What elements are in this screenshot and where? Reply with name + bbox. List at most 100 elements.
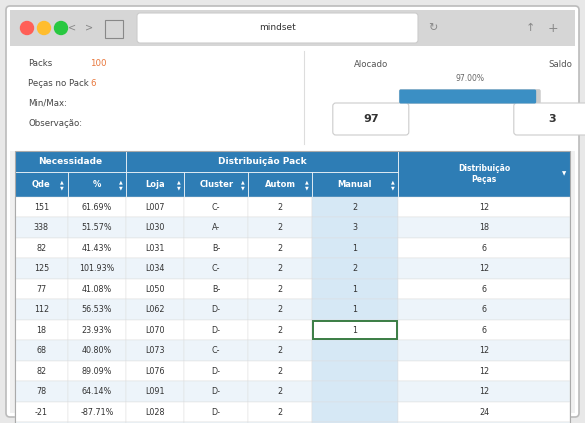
Bar: [184, 299, 248, 320]
Text: 112: 112: [34, 305, 49, 314]
Bar: [15, 197, 68, 217]
Text: D-: D-: [212, 408, 221, 417]
Bar: [184, 361, 248, 382]
Text: ↑: ↑: [525, 23, 535, 33]
Bar: [126, 151, 398, 173]
Text: L070: L070: [146, 326, 165, 335]
Bar: [248, 197, 312, 217]
Bar: [126, 341, 184, 361]
Bar: [15, 382, 68, 402]
Text: 3: 3: [352, 223, 357, 232]
Bar: [184, 197, 248, 217]
Text: ▼: ▼: [562, 171, 566, 176]
Text: 2: 2: [352, 264, 357, 273]
Text: L030: L030: [146, 223, 165, 232]
FancyBboxPatch shape: [400, 90, 536, 104]
Bar: [312, 197, 398, 217]
Bar: [68, 258, 126, 279]
Text: 24: 24: [479, 408, 489, 417]
FancyBboxPatch shape: [6, 6, 579, 417]
Text: 2: 2: [277, 244, 283, 253]
Text: L007: L007: [146, 203, 165, 212]
Bar: [312, 173, 398, 197]
Bar: [105, 20, 123, 38]
Text: >: >: [85, 23, 93, 33]
Text: A-: A-: [212, 223, 221, 232]
Bar: [248, 173, 312, 197]
Bar: [184, 382, 248, 402]
Bar: [68, 299, 126, 320]
Bar: [313, 321, 397, 340]
Bar: [248, 320, 312, 341]
Text: L031: L031: [146, 244, 165, 253]
Bar: [398, 197, 570, 217]
Bar: [184, 217, 248, 238]
Bar: [248, 299, 312, 320]
FancyBboxPatch shape: [400, 90, 541, 104]
Text: %: %: [92, 180, 101, 189]
Bar: [248, 258, 312, 279]
Text: 6: 6: [90, 79, 95, 88]
Text: 12: 12: [479, 264, 489, 273]
Bar: [398, 402, 570, 423]
Bar: [126, 402, 184, 423]
Text: -87.71%: -87.71%: [80, 408, 113, 417]
Text: 2: 2: [352, 203, 357, 212]
Bar: [398, 361, 570, 382]
Text: 64.14%: 64.14%: [82, 387, 112, 396]
Text: 6: 6: [481, 326, 487, 335]
Text: 125: 125: [34, 264, 49, 273]
Text: ▲: ▲: [60, 179, 64, 184]
Bar: [15, 361, 68, 382]
Text: 89.09%: 89.09%: [82, 367, 112, 376]
Bar: [15, 217, 68, 238]
Text: 82: 82: [36, 367, 46, 376]
Bar: [15, 402, 68, 423]
Text: 1: 1: [352, 244, 357, 253]
Text: 6: 6: [481, 285, 487, 294]
Bar: [68, 361, 126, 382]
Bar: [68, 217, 126, 238]
Text: C-: C-: [212, 346, 221, 355]
Text: Loja: Loja: [145, 180, 165, 189]
Bar: [15, 173, 68, 197]
Text: 1: 1: [352, 326, 357, 335]
Text: Peças no Pack: Peças no Pack: [28, 79, 89, 88]
Text: -21: -21: [35, 408, 48, 417]
Bar: [126, 217, 184, 238]
Text: 97: 97: [363, 114, 378, 124]
Bar: [312, 341, 398, 361]
Text: <: <: [68, 23, 76, 33]
Bar: [398, 238, 570, 258]
Text: 101.93%: 101.93%: [79, 264, 115, 273]
Bar: [398, 151, 570, 197]
Bar: [126, 320, 184, 341]
Bar: [68, 320, 126, 341]
Text: D-: D-: [212, 387, 221, 396]
Bar: [398, 320, 570, 341]
Text: +: +: [548, 22, 558, 35]
Bar: [184, 173, 248, 197]
Bar: [312, 361, 398, 382]
Bar: [248, 217, 312, 238]
Text: ▼: ▼: [177, 185, 181, 190]
Bar: [398, 299, 570, 320]
Bar: [15, 341, 68, 361]
Bar: [68, 402, 126, 423]
Bar: [248, 341, 312, 361]
Text: Necessidade: Necessidade: [39, 157, 102, 166]
Bar: [126, 197, 184, 217]
Bar: [15, 299, 68, 320]
Text: Min/Max:: Min/Max:: [28, 99, 67, 108]
Text: D-: D-: [212, 367, 221, 376]
Bar: [248, 238, 312, 258]
Bar: [248, 402, 312, 423]
Text: 6: 6: [481, 305, 487, 314]
Bar: [312, 402, 398, 423]
Text: 12: 12: [479, 346, 489, 355]
Text: 338: 338: [34, 223, 49, 232]
Bar: [68, 341, 126, 361]
Text: C-: C-: [212, 264, 221, 273]
Bar: [68, 279, 126, 299]
Text: 41.08%: 41.08%: [82, 285, 112, 294]
